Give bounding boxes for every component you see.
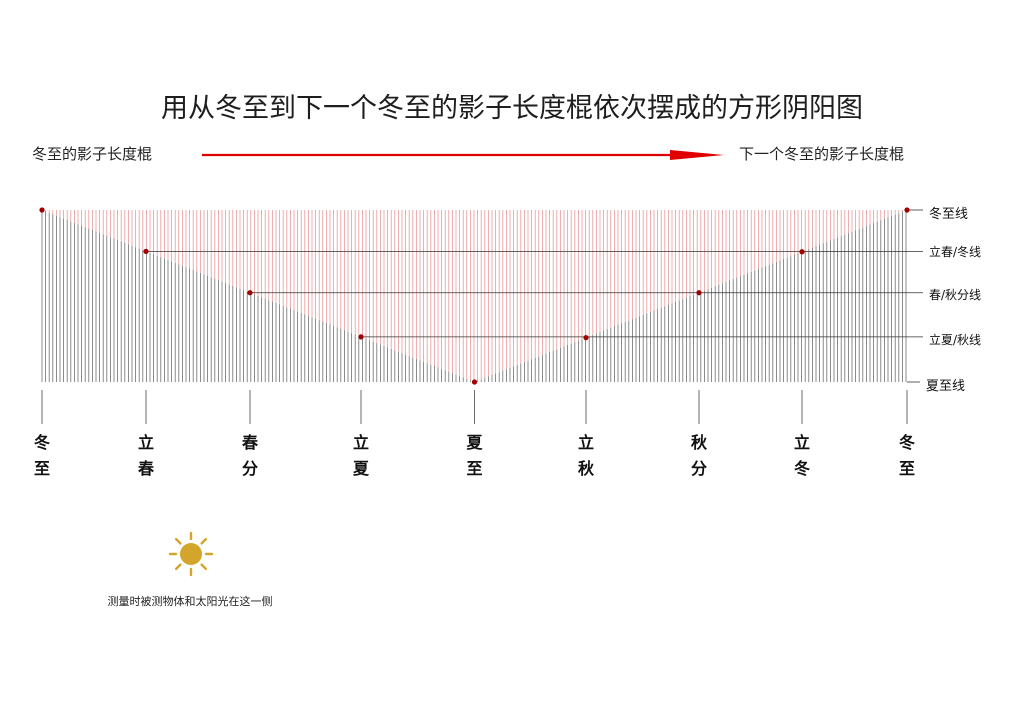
solar-term-char-top: 立	[137, 433, 154, 452]
solar-term-char-bottom: 分	[241, 459, 258, 478]
solar-term-marker	[471, 379, 478, 385]
solar-term-marker	[799, 249, 805, 255]
solar-term-label: 立夏	[341, 430, 381, 482]
solar-term-char-top: 冬	[33, 433, 50, 452]
solar-term-char-bottom: 至	[898, 459, 915, 478]
solar-term-char-top: 夏	[466, 433, 483, 452]
legend-note: 测量时被测物体和太阳光在这一侧	[107, 595, 273, 608]
axis-ticks	[41, 390, 908, 424]
solar-term-marker	[39, 207, 45, 213]
solar-term-char-bottom: 至	[466, 459, 483, 478]
sun-ray	[200, 563, 208, 571]
sun-ray	[174, 563, 182, 571]
shadow-stick-stripes	[41, 210, 907, 382]
time-arrow	[202, 150, 724, 160]
sun-disc	[180, 543, 202, 565]
summer-autumn-line-label: 立夏/秋线	[929, 333, 982, 347]
solar-term-char-bottom: 冬	[793, 459, 810, 478]
solar-term-char-bottom: 夏	[352, 459, 369, 478]
solar-term-char-top: 立	[793, 433, 810, 452]
solar-term-marker	[247, 290, 253, 296]
solar-term-marker	[696, 290, 702, 296]
arrow-head	[670, 150, 724, 160]
sun-ray	[200, 537, 208, 545]
sun-icon	[166, 531, 216, 581]
solar-term-char-top: 立	[352, 433, 369, 452]
solar-term-label: 立春	[126, 430, 166, 482]
solar-term-label: 立冬	[782, 430, 822, 482]
solar-term-char-top: 冬	[898, 433, 915, 452]
summer-line-label: 夏至线	[926, 379, 966, 394]
solar-term-marker	[583, 335, 589, 341]
sun-ray	[174, 537, 182, 545]
solar-term-char-bottom: 分	[690, 459, 707, 478]
spring-winter-line-label: 立春/冬线	[929, 245, 982, 259]
page-title: 用从冬至到下一个冬至的影子长度棍依次摆成的方形阴阳图	[161, 93, 863, 124]
equinox-line-label: 春/秋分线	[929, 288, 982, 302]
solar-term-label: 冬至	[887, 430, 927, 482]
solar-term-label: 立秋	[566, 430, 606, 482]
solar-term-markers	[39, 207, 910, 385]
solar-term-char-bottom: 至	[33, 459, 50, 478]
solar-term-lines	[146, 209, 923, 383]
solar-term-char-top: 春	[241, 433, 258, 452]
end-label: 下一个冬至的影子长度棍	[739, 145, 905, 163]
solar-term-label: 秋分	[679, 430, 719, 482]
solar-term-label: 夏至	[455, 430, 495, 482]
solar-term-char-top: 立	[577, 433, 594, 452]
solar-term-marker	[358, 334, 364, 340]
solar-term-label: 春分	[230, 430, 270, 482]
solar-term-char-top: 秋	[690, 433, 707, 452]
start-label: 冬至的影子长度棍	[32, 145, 153, 163]
solar-term-label: 冬至	[22, 430, 62, 482]
solar-term-marker	[143, 248, 149, 254]
solar-term-marker	[904, 207, 910, 213]
solar-term-char-bottom: 春	[137, 459, 154, 478]
winter-line-label: 冬至线	[929, 207, 969, 222]
solar-term-char-bottom: 秋	[577, 459, 594, 478]
